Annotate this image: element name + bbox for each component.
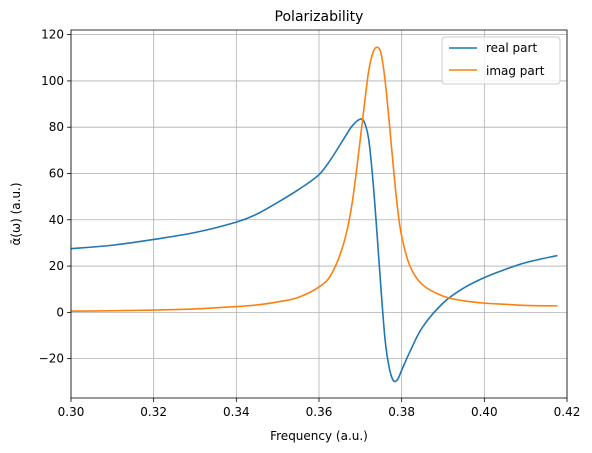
y-tick-label: 100 bbox=[41, 74, 64, 88]
y-tick-label: 0 bbox=[56, 305, 64, 319]
x-tick-label: 0.32 bbox=[140, 405, 167, 419]
legend-label-real: real part bbox=[486, 41, 537, 55]
x-tick-label: 0.36 bbox=[306, 405, 333, 419]
y-tick-label: 40 bbox=[49, 213, 64, 227]
legend: real part imag part bbox=[441, 36, 561, 85]
y-axis-ticks: −20 0 20 40 60 80 100 120 bbox=[39, 28, 71, 366]
y-axis-label: ᾱ(ω) (a.u.) bbox=[9, 182, 23, 245]
x-axis-label: Frequency (a.u.) bbox=[270, 429, 368, 443]
legend-label-imag: imag part bbox=[486, 64, 545, 78]
y-tick-label: 60 bbox=[49, 166, 64, 180]
x-tick-label: 0.34 bbox=[223, 405, 250, 419]
x-tick-label: 0.42 bbox=[554, 405, 581, 419]
y-tick-label: 80 bbox=[49, 120, 64, 134]
x-tick-label: 0.30 bbox=[58, 405, 85, 419]
series-line-real bbox=[71, 118, 558, 383]
chart-title: Polarizability bbox=[275, 9, 364, 25]
series-layer bbox=[71, 46, 558, 383]
y-tick-label: −20 bbox=[39, 352, 64, 366]
x-tick-label: 0.38 bbox=[388, 405, 415, 419]
series-line-imag bbox=[71, 46, 558, 313]
y-tick-label: 120 bbox=[41, 28, 64, 42]
y-tick-label: 20 bbox=[49, 259, 64, 273]
x-tick-label: 0.40 bbox=[471, 405, 498, 419]
grid bbox=[70, 30, 568, 398]
x-axis-ticks: 0.30 0.32 0.34 0.36 0.38 0.40 0.42 bbox=[58, 398, 581, 419]
